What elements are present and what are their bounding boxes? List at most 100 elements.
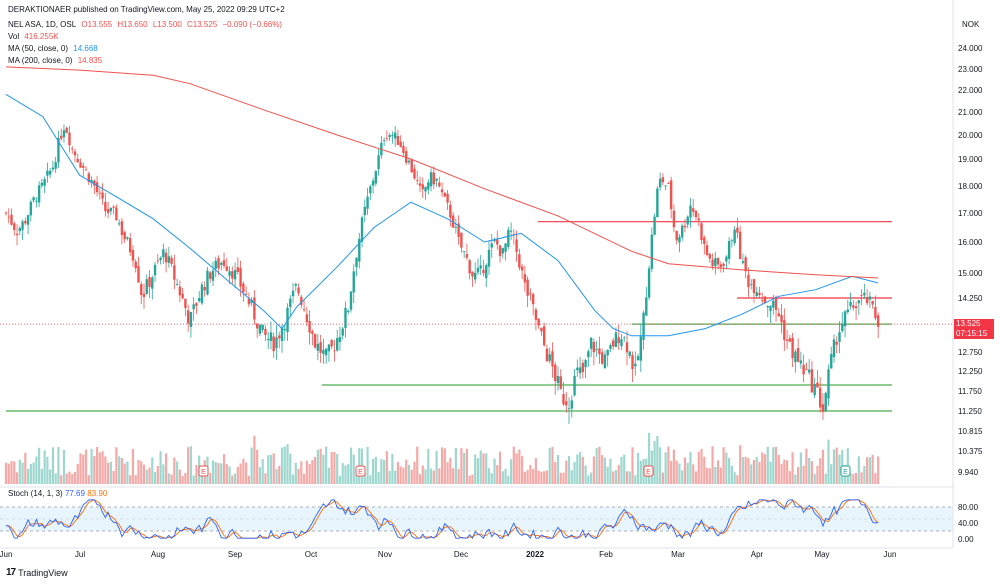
symbol[interactable]: NEL ASA, 1D, OSL [8, 20, 77, 29]
volume-bar [424, 469, 427, 484]
y-tick-label: 9.940 [958, 468, 979, 477]
candle-body [377, 155, 380, 170]
candle-body [468, 260, 471, 274]
y-tick-label: 20.000 [958, 131, 983, 140]
candle-body [164, 252, 168, 263]
earnings-label: E [843, 469, 848, 476]
volume-bar [573, 461, 576, 484]
candle-body [319, 342, 322, 353]
candle-body [120, 221, 124, 235]
volume-bar [678, 463, 681, 484]
earnings-marker [840, 465, 851, 477]
candle-body [816, 382, 819, 388]
candle-body [440, 189, 444, 193]
candle-body [457, 223, 460, 237]
volume-bar [744, 456, 747, 484]
candle-body [71, 148, 74, 150]
candle-body [416, 180, 419, 181]
candle-body [148, 276, 151, 287]
candle-body [278, 335, 281, 339]
candle-body [714, 258, 717, 267]
volume-bar [791, 452, 794, 484]
volume-bar [250, 447, 253, 484]
volume-bar [628, 471, 631, 484]
volume-bar [661, 472, 664, 484]
volume-label[interactable]: Vol [8, 32, 20, 41]
candle-body [763, 296, 767, 304]
ma50-legend: MA (50, close, 0) 14.668 [8, 44, 101, 54]
volume-bar [76, 463, 79, 484]
candle-body [112, 206, 115, 208]
candle-body [162, 249, 165, 258]
volume-bar [830, 464, 833, 484]
volume-bar [164, 453, 168, 484]
candle-body [156, 260, 159, 262]
candle-body [37, 185, 41, 203]
candle-body [371, 180, 375, 186]
candle-body [551, 351, 554, 367]
volume-bar [107, 462, 110, 484]
candle-body [664, 185, 667, 187]
volume-bar [394, 470, 397, 484]
volume-bar [333, 451, 336, 484]
volume-bar [587, 475, 590, 484]
volume-bar [603, 457, 607, 484]
x-tick-label: Mar [671, 550, 685, 559]
footer[interactable]: 17 TradingView [6, 567, 68, 578]
volume-bar [747, 458, 750, 484]
volume-bar [242, 458, 245, 484]
candle-body [57, 137, 60, 163]
candle-body [705, 245, 709, 255]
candle-body [13, 223, 16, 230]
volume-bar [269, 454, 273, 484]
volume-bar [62, 449, 66, 484]
stoch-label[interactable]: Stoch (14, 1, 3) [8, 489, 63, 498]
candle-body [518, 254, 521, 268]
candle-body [744, 257, 747, 272]
candle-body [421, 184, 424, 190]
volume-bar [697, 451, 700, 484]
candle-body [501, 248, 504, 254]
volume-bar [10, 461, 13, 484]
volume-bar [565, 460, 568, 484]
volume-bar [131, 448, 135, 484]
candle-body [178, 286, 182, 296]
candle-body [211, 270, 215, 281]
volume-bar [868, 457, 871, 484]
candle-body [838, 332, 841, 342]
candle-body [810, 369, 814, 393]
volume-bar [785, 460, 789, 484]
volume-bar [460, 448, 463, 484]
ma50-label[interactable]: MA (50, close, 0) [8, 44, 69, 53]
candle-body [283, 328, 286, 331]
candle-body [617, 337, 620, 344]
volume-bar [134, 475, 137, 484]
candle-body [170, 257, 173, 264]
volume-bar [148, 467, 151, 484]
volume-bar [371, 458, 375, 484]
volume-bar [377, 471, 380, 484]
candle-body [131, 250, 135, 261]
candle-body [642, 312, 645, 340]
earnings-marker [355, 465, 366, 477]
volume-bar [184, 473, 187, 484]
candle-body [402, 145, 405, 154]
candle-body [123, 232, 126, 240]
candle-body [413, 168, 416, 179]
ohlc-low: L13.500 [152, 20, 182, 29]
volume-bar [60, 475, 63, 484]
volume-bar [98, 452, 101, 484]
volume-bar [275, 469, 278, 484]
volume-bar [733, 472, 736, 484]
currency-label: NOK [962, 20, 982, 30]
candle-body [186, 310, 190, 324]
candle-body [827, 369, 830, 399]
volume-bar [708, 468, 711, 484]
candle-body [393, 132, 397, 139]
stoch-k-value: 77.69 [64, 489, 85, 498]
volume-bar [612, 471, 615, 484]
ma200-label[interactable]: MA (200, close, 0) [8, 56, 73, 65]
candle-body [79, 162, 82, 168]
volume-bar [142, 464, 146, 484]
candle-body [338, 336, 342, 343]
